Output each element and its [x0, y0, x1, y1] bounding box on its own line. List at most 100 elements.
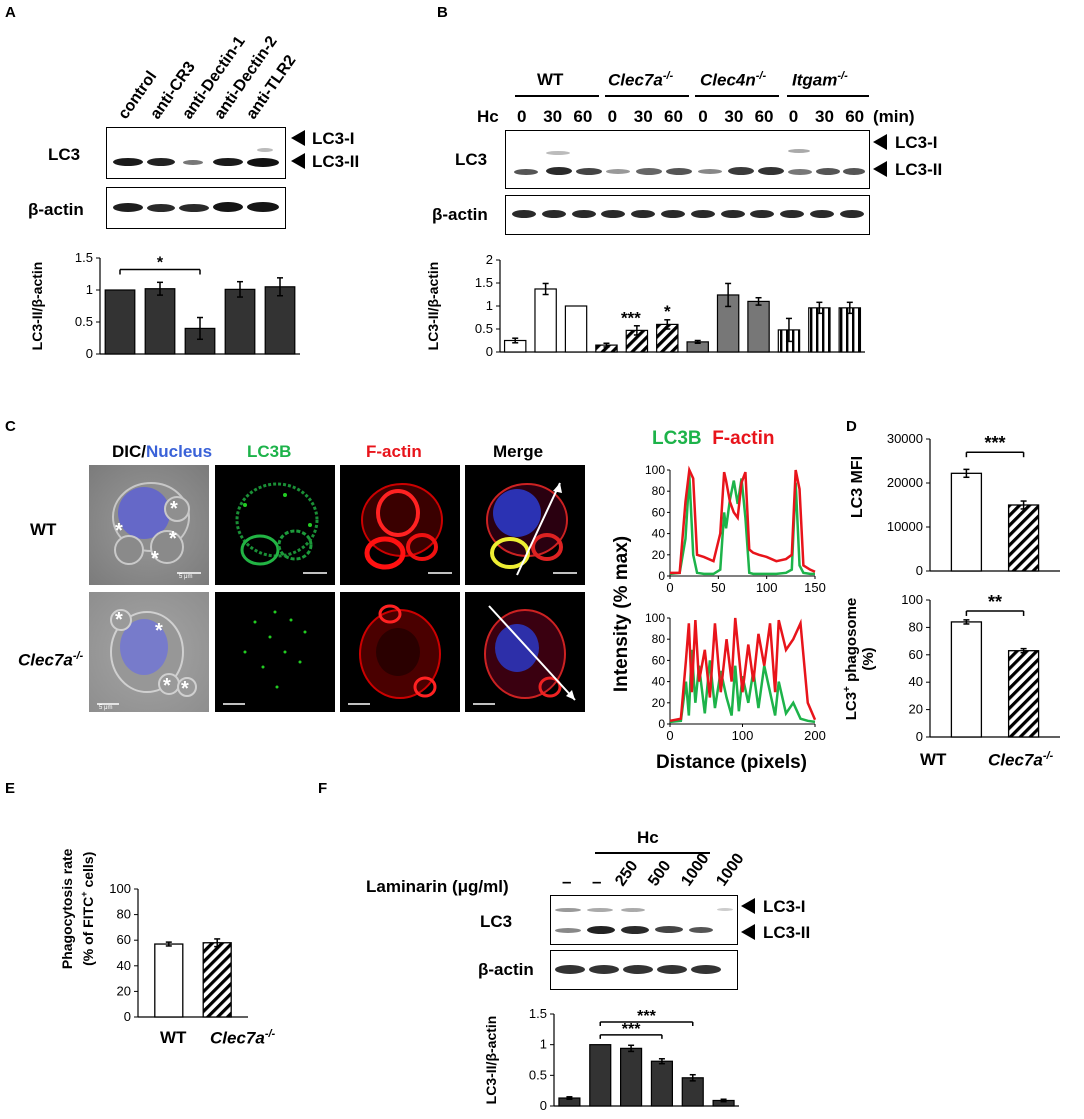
bar	[224, 288, 256, 355]
y-tick-label: 40	[652, 675, 666, 689]
y-tick-label: 0	[124, 1009, 131, 1024]
significance-star: ***	[621, 308, 641, 327]
y-tick-label: 0	[658, 569, 665, 583]
micrograph-wt-dic: * * * * 5 μm	[89, 465, 209, 585]
laminarin-label: Laminarin (μg/ml)	[366, 877, 509, 896]
x-tick-label: 50	[711, 580, 725, 595]
y-tick-label: 60	[652, 505, 666, 519]
y-tick-label: 1	[86, 282, 93, 297]
bar	[589, 1044, 612, 1107]
y-tick-label: 0	[916, 729, 923, 743]
micrograph-ko-merge	[465, 592, 585, 712]
significance-star: ***	[984, 433, 1005, 453]
micrograph-ko-dic: * * * * 5 μm	[89, 592, 209, 712]
d-x-ko: Clec7a-/-	[988, 750, 1054, 770]
time-label: 30	[633, 107, 653, 126]
bar	[620, 1047, 643, 1107]
d-x-wt: WT	[920, 750, 947, 769]
time-label: 30	[724, 107, 744, 126]
y-axis-label: LC3-II/β-actin	[483, 1016, 499, 1105]
y-tick-label: 30000	[887, 431, 923, 446]
actin-label: β-actin	[478, 960, 534, 979]
lc3-label: LC3	[455, 150, 488, 169]
y-tick-label: 40	[909, 674, 923, 689]
panel-label-a: A	[5, 4, 16, 21]
y-tick-label: 1.5	[529, 1006, 547, 1021]
micrograph-ko-lc3b	[215, 592, 335, 712]
y-tick-label: 80	[652, 632, 666, 646]
y-tick-label: 20	[652, 548, 666, 562]
time-label: 0	[698, 107, 708, 126]
chart-c-ko: 0 20 40 60 80 100 0 100 200	[645, 611, 826, 743]
chart-e: 0 20 40 60 80 100	[109, 881, 248, 1024]
svg-text:*: *	[169, 528, 177, 550]
dose-label: –	[562, 872, 572, 891]
actin-blot	[106, 187, 286, 229]
time-label: 0	[788, 107, 799, 126]
arrow-lc3ii	[291, 153, 305, 169]
col-header-merge: Merge	[493, 442, 544, 461]
lc3-blot	[550, 895, 738, 945]
y-tick-label: 20	[909, 702, 923, 717]
arrow-lc3ii	[873, 161, 887, 177]
group-label-clec7a: Clec7a-/-	[608, 70, 674, 90]
svg-text:*: *	[115, 609, 123, 631]
chart-d-bottom: 0 20 40 60 80 100 **	[901, 592, 1060, 743]
y-tick-label: 0	[658, 717, 665, 731]
x-tick-label: 0	[666, 580, 673, 595]
micrograph-wt-merge	[465, 465, 585, 585]
svg-text:*: *	[151, 548, 159, 570]
actin-label: β-actin	[28, 200, 84, 219]
time-label: 0	[517, 107, 527, 126]
y-tick-label: 100	[109, 881, 131, 896]
lc3-blot	[505, 130, 870, 189]
panel-label-b: B	[437, 4, 448, 21]
col-header-factin: F-actin	[366, 442, 422, 461]
lc3ii-label: LC3-II	[312, 152, 360, 171]
actin-label: β-actin	[432, 205, 488, 224]
time-label: 60	[754, 107, 774, 126]
y-tick-label: 0	[540, 1098, 547, 1113]
group-label-wt: WT	[537, 70, 564, 89]
svg-text:*: *	[163, 675, 171, 697]
lc3i-label: LC3-I	[895, 133, 938, 152]
significance-star: *	[664, 302, 671, 321]
lc3-blot	[106, 127, 286, 179]
bar	[154, 943, 184, 1018]
x-tick-label: 100	[732, 728, 754, 743]
time-label: 60	[573, 107, 593, 126]
bar	[202, 942, 232, 1018]
y-tick-label: 100	[645, 611, 665, 625]
hc-line	[595, 852, 710, 854]
y-tick-label: 80	[909, 619, 923, 634]
profile-title: LC3B F-actin	[652, 428, 775, 449]
lc3ii-label: LC3-II	[895, 160, 943, 179]
bar	[838, 307, 862, 353]
group-line	[787, 95, 869, 97]
dose-label: 250	[612, 857, 642, 890]
chart-f: 0 0.5 1 1.5 LC3-II/β-actin ******	[483, 1006, 739, 1113]
svg-text:*: *	[181, 678, 189, 700]
lc3i-label: LC3-I	[763, 897, 806, 916]
hc-label: Hc	[477, 107, 499, 126]
chart-a: 0 0.5 1 1.5 LC3-II/β-actin *	[29, 250, 300, 361]
y-tick-label: 0.5	[529, 1067, 547, 1082]
y-tick-label: 0.5	[75, 314, 93, 329]
time-label: 0	[607, 107, 618, 126]
e-ylabel: Phagocytosis rate (% of FITC+ cells)	[59, 848, 96, 970]
y-tick-label: 20	[652, 696, 666, 710]
y-tick-label: 40	[117, 958, 131, 973]
significance-star: **	[988, 592, 1002, 612]
y-tick-label: 0	[486, 344, 493, 359]
y-tick-label: 1	[540, 1037, 547, 1052]
chart-d-top: 0 10000 20000 30000 ***	[887, 431, 1060, 578]
bar	[681, 1077, 704, 1107]
significance-star: *	[157, 255, 164, 272]
micrograph-wt-factin	[340, 465, 460, 585]
actin-blot	[505, 195, 870, 235]
x-tick-label: 150	[804, 580, 826, 595]
dose-label: 500	[645, 857, 675, 890]
y-axis-label: LC3-II/β-actin	[29, 262, 45, 351]
y-tick-label: 1.5	[475, 275, 493, 290]
y-tick-label: 1.5	[75, 250, 93, 265]
